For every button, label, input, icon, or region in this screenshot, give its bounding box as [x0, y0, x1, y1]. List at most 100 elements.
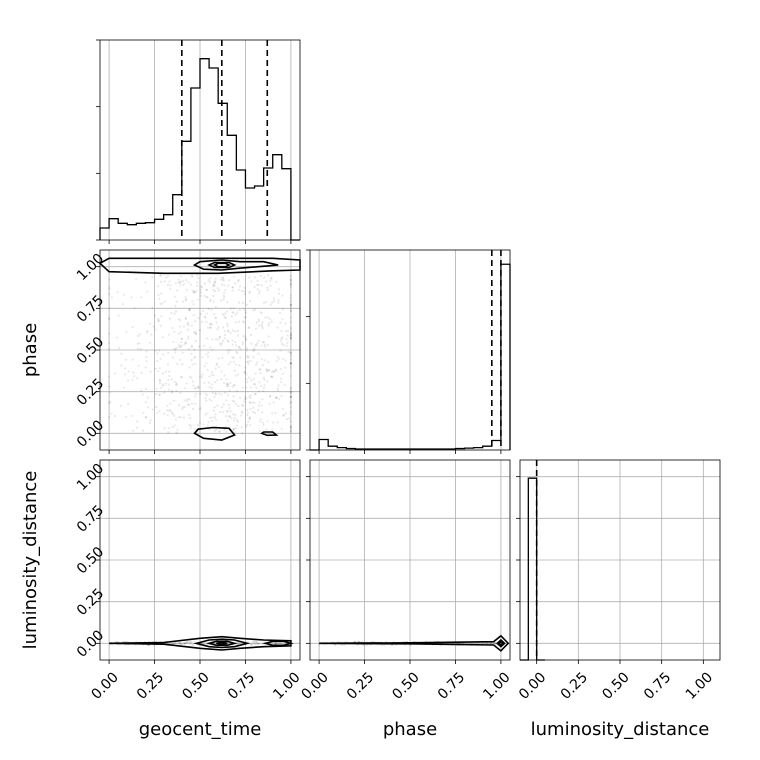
sample-point — [196, 281, 199, 284]
sample-point — [253, 276, 256, 279]
sample-point — [107, 375, 111, 378]
sample-point — [289, 334, 293, 337]
sample-point — [237, 641, 240, 644]
sample-point — [289, 352, 293, 355]
sample-point — [179, 284, 182, 287]
sample-point — [257, 320, 261, 323]
sample-point — [289, 334, 293, 337]
x-tick-label-phase: 0.50 — [389, 669, 422, 702]
sample-point — [269, 284, 272, 287]
sample-point — [207, 307, 210, 310]
sample-point — [222, 339, 225, 342]
sample-point — [141, 393, 144, 396]
sample-point — [229, 331, 232, 335]
sample-point — [126, 403, 130, 406]
sample-point — [154, 392, 158, 396]
sample-point — [289, 351, 293, 354]
sample-point — [245, 423, 248, 426]
sample-point — [284, 322, 287, 325]
sample-point — [218, 430, 221, 433]
sample-point — [137, 334, 140, 338]
sample-point — [231, 399, 234, 403]
sample-point — [234, 403, 237, 406]
sample-point — [199, 392, 202, 396]
x-tick-label-luminosity_distance: 0.00 — [516, 669, 549, 702]
sample-point — [216, 328, 219, 331]
sample-point — [231, 289, 234, 292]
sample-point — [267, 360, 270, 364]
sample-point — [183, 642, 186, 645]
sample-point — [157, 317, 160, 320]
y-tick-label-phase: 0.00 — [74, 417, 107, 450]
sample-point — [267, 274, 270, 277]
sample-point — [222, 326, 225, 329]
sample-point — [109, 400, 112, 403]
sample-point — [185, 400, 188, 403]
histogram-luminosity_distance — [520, 477, 545, 661]
sample-point — [210, 323, 213, 326]
sample-point — [228, 406, 231, 410]
sample-point — [269, 279, 272, 282]
sample-point — [258, 289, 261, 293]
sample-point — [282, 414, 286, 417]
sample-point — [152, 325, 155, 328]
sample-point — [146, 396, 149, 399]
sample-point — [138, 342, 141, 345]
sample-point — [249, 394, 252, 397]
sample-point — [160, 280, 163, 284]
contour-outer-geocent_time-phase — [193, 426, 236, 441]
sample-point — [157, 320, 160, 323]
sample-point — [277, 397, 281, 401]
sample-point — [235, 424, 238, 427]
sample-point — [245, 425, 248, 428]
sample-point — [180, 340, 183, 344]
sample-point — [214, 316, 217, 319]
sample-point — [239, 347, 242, 350]
sample-point — [243, 371, 246, 374]
sample-point — [145, 360, 148, 363]
sample-point — [271, 412, 274, 415]
sample-point — [199, 407, 202, 410]
sample-point — [193, 290, 196, 293]
sample-point — [173, 642, 176, 645]
sample-point — [256, 279, 259, 282]
sample-point — [268, 395, 272, 398]
sample-point — [249, 396, 252, 400]
sample-point — [176, 289, 179, 292]
sample-point — [174, 310, 178, 313]
sample-point — [187, 347, 191, 350]
sample-point — [257, 352, 260, 355]
sample-point — [167, 379, 170, 382]
sample-point — [249, 407, 252, 411]
sample-point — [217, 338, 220, 341]
sample-point — [162, 412, 166, 415]
sample-point — [178, 343, 181, 347]
sample-point — [174, 281, 178, 285]
sample-point — [243, 370, 247, 373]
sample-point — [175, 300, 178, 303]
sample-point — [266, 420, 269, 423]
sample-point — [190, 640, 193, 643]
sample-point — [205, 394, 209, 397]
sample-point — [253, 411, 257, 414]
sample-point — [241, 320, 245, 323]
sample-point — [246, 360, 249, 364]
sample-point — [163, 391, 166, 394]
sample-point — [253, 383, 256, 386]
sample-point — [276, 326, 279, 329]
sample-point — [181, 351, 184, 354]
sample-point — [258, 381, 261, 384]
sample-point — [175, 346, 179, 350]
y-tick-label-phase: 0.75 — [74, 292, 107, 325]
sample-point — [190, 345, 193, 348]
sample-point — [226, 382, 229, 386]
sample-point — [158, 367, 161, 370]
sample-point — [208, 386, 211, 389]
sample-point — [289, 362, 293, 365]
sample-point — [272, 401, 275, 404]
sample-point — [279, 321, 282, 324]
sample-point — [164, 382, 168, 385]
sample-point — [209, 326, 212, 330]
sample-point — [190, 352, 193, 355]
sample-point — [203, 364, 206, 368]
